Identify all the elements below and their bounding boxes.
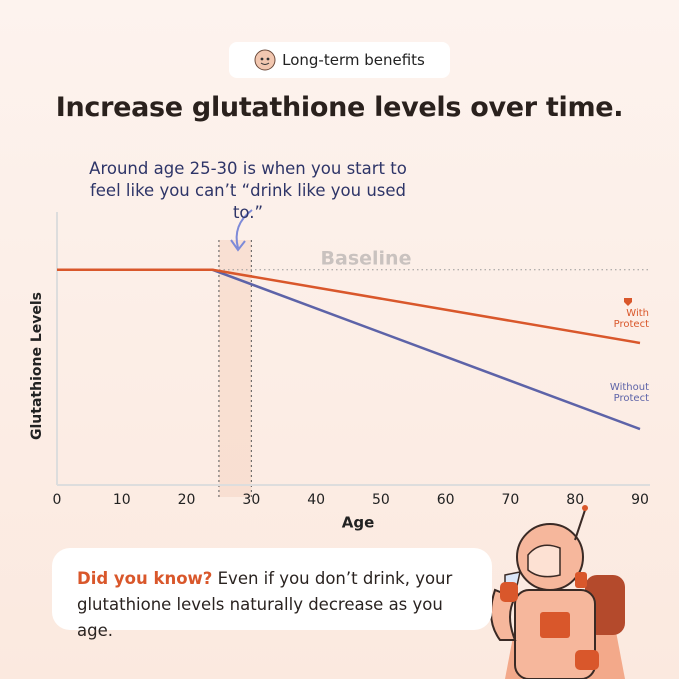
badge-icon (254, 49, 276, 71)
x-tick-label: 90 (631, 492, 649, 508)
badge: Long-term benefits (229, 42, 450, 78)
x-tick-label: 10 (113, 492, 131, 508)
y-axis-label: Glutathione Levels (29, 292, 45, 440)
x-tick-label: 30 (242, 492, 260, 508)
series-marker (624, 297, 632, 306)
callout-lead: Did you know? (77, 569, 213, 588)
headline: Increase glutathione levels over time. (55, 92, 624, 123)
series-label: Without Protect (609, 382, 649, 405)
astronaut-illustration (490, 505, 625, 679)
annotation-arrow (230, 209, 253, 252)
x-tick-label: 20 (178, 492, 196, 508)
badge-text: Long-term benefits (282, 51, 425, 69)
series-line (57, 268, 641, 345)
x-tick-label: 0 (53, 492, 62, 508)
x-tick-label: 80 (566, 492, 584, 508)
annotation: Around age 25-30 is when you start to fe… (89, 159, 407, 222)
x-tick-label: 50 (372, 492, 390, 508)
x-tick-label: 70 (502, 492, 520, 508)
x-axis-label: Age (342, 514, 375, 532)
series-label: With Protect (613, 307, 649, 330)
x-tick-label: 40 (307, 492, 325, 508)
callout-text: Even if you don’t drink, your glutathion… (77, 569, 453, 640)
x-tick-label: 60 (437, 492, 455, 508)
callout: Did you know? Even if you don’t drink, y… (52, 548, 492, 640)
baseline-label: Baseline (321, 247, 412, 269)
plot: 0 10 20 30 40 50 60 70 80 90 Age Glutathione Levels… (29, 209, 650, 532)
